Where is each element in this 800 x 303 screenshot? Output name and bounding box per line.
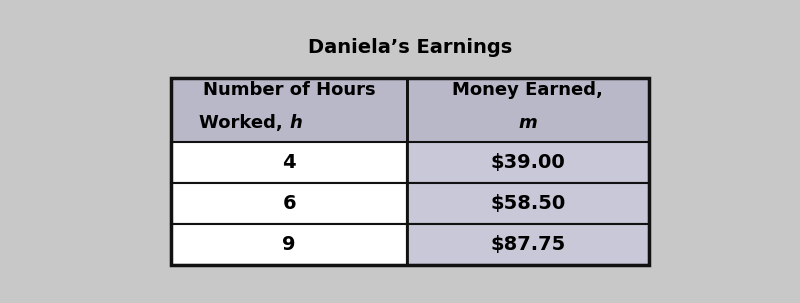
Text: Money Earned,: Money Earned, <box>452 81 603 99</box>
Text: $39.00: $39.00 <box>490 153 565 172</box>
Text: Daniela’s Earnings: Daniela’s Earnings <box>308 38 512 57</box>
Text: Number of Hours: Number of Hours <box>202 81 375 99</box>
Text: $87.75: $87.75 <box>490 235 566 254</box>
Text: $58.50: $58.50 <box>490 194 566 213</box>
Text: 9: 9 <box>282 235 296 254</box>
Text: h: h <box>289 114 302 132</box>
Text: Worked,: Worked, <box>199 114 289 132</box>
Text: 4: 4 <box>282 153 296 172</box>
Text: 6: 6 <box>282 194 296 213</box>
Text: m: m <box>518 114 537 132</box>
